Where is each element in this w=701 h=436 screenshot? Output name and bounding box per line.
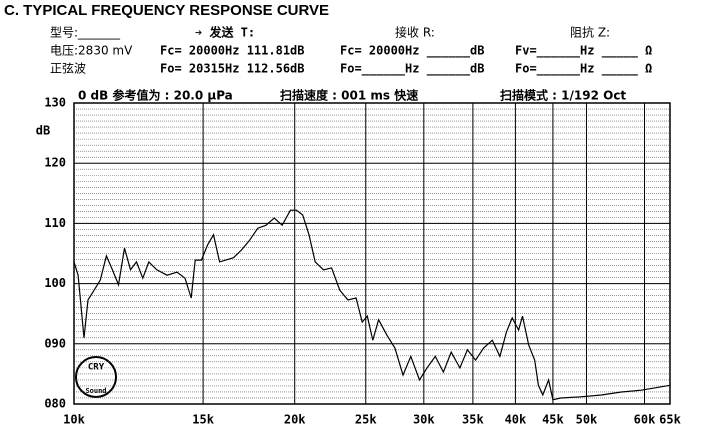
y-axis-label: dB xyxy=(36,124,50,138)
x-tick-label: 10k xyxy=(63,413,85,427)
x-tick-label: 25k xyxy=(355,413,377,427)
y-tick-label: 130 xyxy=(44,96,66,110)
y-tick-label: 120 xyxy=(44,156,66,170)
x-tick-label: 40k xyxy=(505,413,527,427)
x-tick-label: 35k xyxy=(462,413,484,427)
plot-annotation: 扫描速度 : 001 ms 快速 xyxy=(280,88,418,103)
y-tick-label: 110 xyxy=(44,216,66,230)
x-tick-label: 45k xyxy=(542,413,564,427)
header-field: 阻抗 Z: xyxy=(570,25,610,40)
header-rows: 型号:_______ ➔ 发送 T: 接收 R: 阻抗 Z: 电压:2830 mV Fc=… xyxy=(50,25,652,77)
response-curve xyxy=(73,209,671,401)
plot-annotation: 0 dB 参考值为 : 20.0 µPa xyxy=(78,88,233,103)
header-field: 电压:2830 mV xyxy=(50,44,133,58)
header-field: Fv=______Hz _____ Ω xyxy=(515,44,652,59)
x-tick-label: 30k xyxy=(413,413,435,427)
header-field: 型号:_______ xyxy=(50,26,121,40)
y-tick-label: 100 xyxy=(44,276,66,290)
x-tick-label: 65k xyxy=(659,413,681,427)
header-field: Fo= 20315Hz 112.56dB xyxy=(160,62,305,76)
page-title: C. TYPICAL FREQUENCY RESPONSE CURVE xyxy=(4,2,329,19)
y-tick-label: 090 xyxy=(44,336,66,350)
header-field: Fc= 20000Hz ______dB xyxy=(340,44,485,59)
logo-bottom: Sound xyxy=(85,387,106,395)
plot-annotation: 扫描模式 : 1/192 Oct xyxy=(500,88,626,103)
x-tick-label: 15k xyxy=(192,413,214,427)
x-tick-label: 20k xyxy=(284,413,306,427)
header-field: 接收 R: xyxy=(395,25,435,40)
logo-top: CRY xyxy=(88,363,105,373)
x-tick-label: 50k xyxy=(576,413,598,427)
header-field: Fo=______Hz ______dB xyxy=(340,62,485,77)
logo: CRY Sound xyxy=(75,356,117,398)
y-tick-label: 080 xyxy=(44,397,66,411)
x-tick-label: 60k xyxy=(634,413,656,427)
header-field: Fo=______Hz _____ Ω xyxy=(515,62,652,77)
header-field: 正弦波 xyxy=(50,61,86,76)
header-field: Fc= 20000Hz 111.81dB xyxy=(160,44,305,58)
header-field: ➔ 发送 T: xyxy=(195,25,255,40)
logo-ring xyxy=(75,356,117,398)
